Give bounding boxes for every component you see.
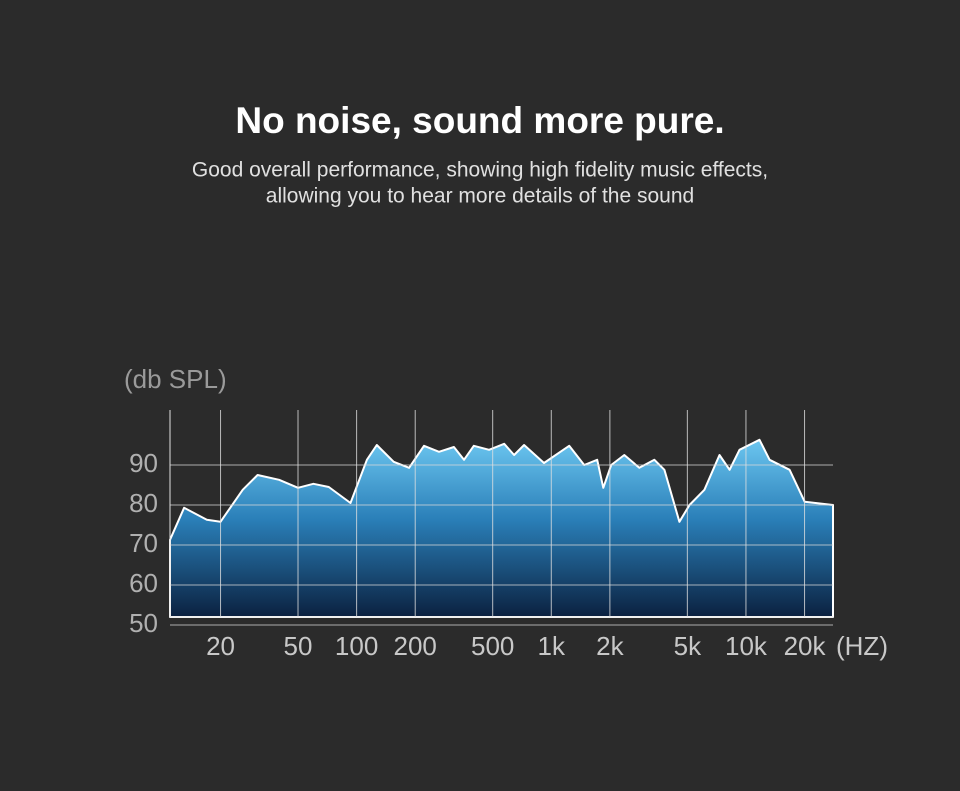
x-tick-label: 20k [784, 631, 827, 661]
x-tick-label: 10k [725, 631, 768, 661]
x-tick-label: 50 [284, 631, 313, 661]
chart-title: No noise, sound more pure. [235, 100, 724, 141]
x-tick-label: 1k [538, 631, 566, 661]
y-tick-label: 70 [129, 528, 158, 558]
x-tick-label: 100 [335, 631, 378, 661]
y-tick-label: 90 [129, 448, 158, 478]
subtitle: allowing you to hear more details of the… [266, 185, 694, 208]
response-area [169, 438, 834, 618]
x-tick-label: 200 [394, 631, 437, 661]
x-axis-label: (HZ) [836, 631, 888, 661]
x-tick-label: 2k [596, 631, 624, 661]
y-tick-label: 60 [129, 568, 158, 598]
y-tick-label: 50 [129, 608, 158, 638]
x-tick-label: 500 [471, 631, 514, 661]
y-tick-label: 80 [129, 488, 158, 518]
subtitle: Good overall performance, showing high f… [192, 159, 768, 182]
y-axis-label: (db SPL) [124, 364, 227, 394]
x-tick-label: 5k [674, 631, 702, 661]
x-tick-label: 20 [206, 631, 235, 661]
